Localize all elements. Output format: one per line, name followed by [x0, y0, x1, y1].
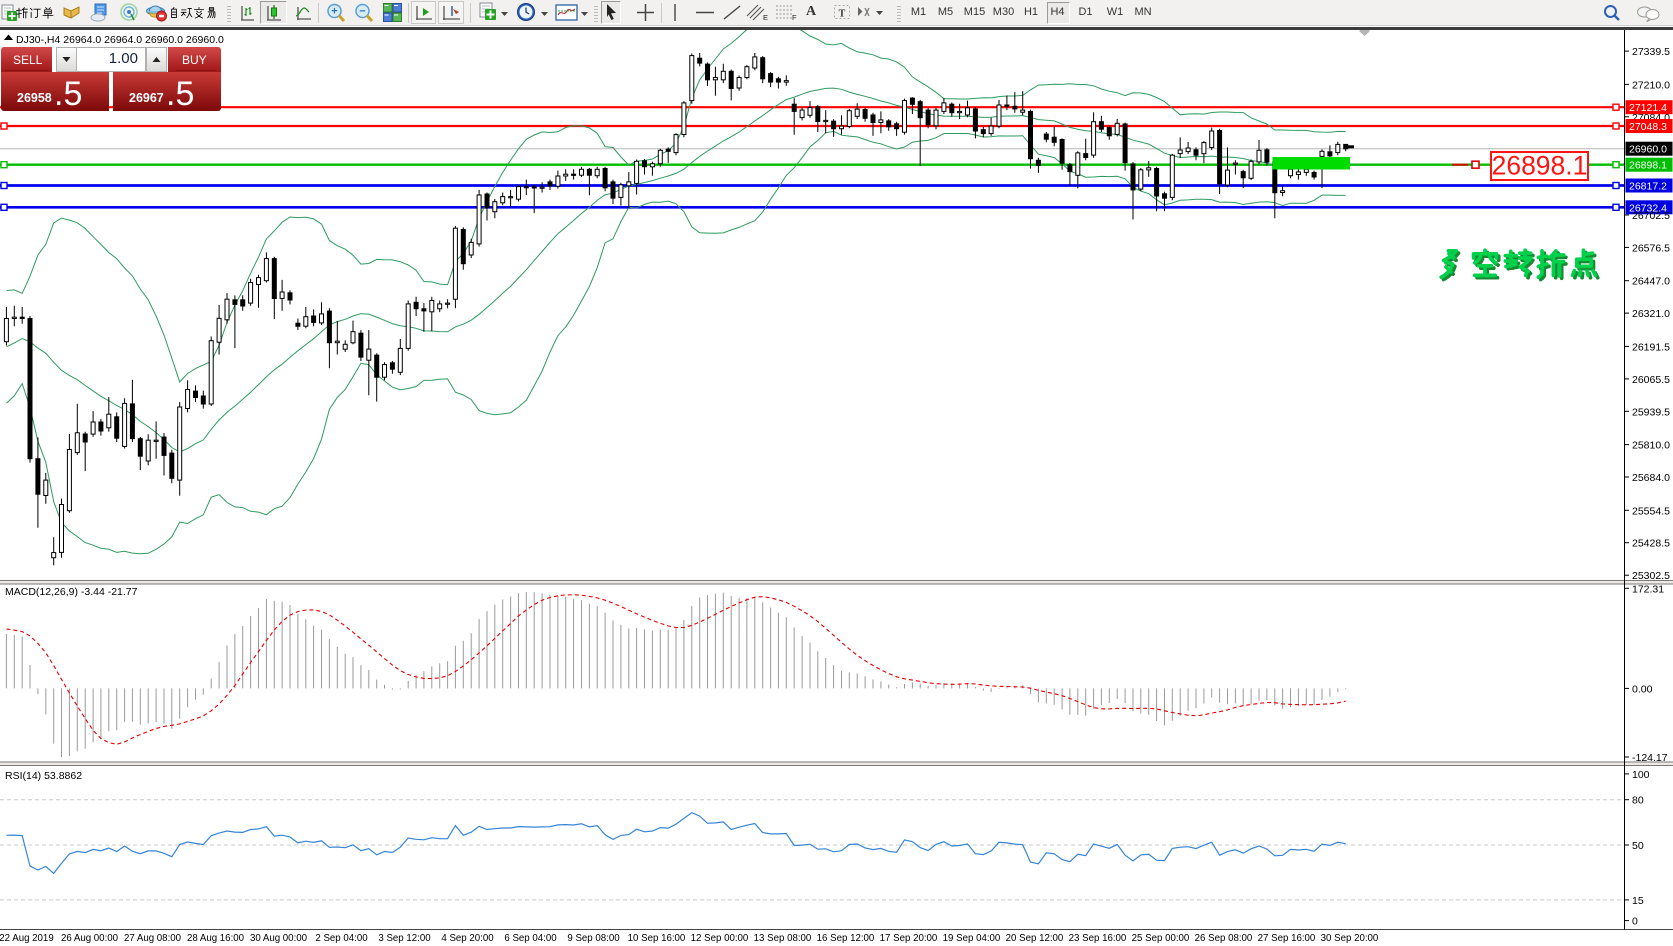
svg-text:26 Aug 00:00: 26 Aug 00:00: [61, 933, 119, 944]
svg-text:T: T: [839, 9, 846, 20]
svg-text:DJ30-,H4 26964.0 26964.0 2696: DJ30-,H4 26964.0 26964.0 26960.0 26960.0: [16, 34, 224, 46]
svg-text:27 Sep 16:00: 27 Sep 16:00: [1258, 933, 1316, 944]
svg-text:26732.4: 26732.4: [1629, 202, 1667, 214]
svg-text:26817.2: 26817.2: [1629, 181, 1667, 193]
svg-text:25554.5: 25554.5: [1632, 505, 1670, 517]
svg-text:50: 50: [1632, 840, 1644, 852]
svg-text:22 Aug 2019: 22 Aug 2019: [0, 933, 54, 944]
svg-text:0: 0: [1632, 916, 1638, 928]
svg-text:27210.0: 27210.0: [1632, 79, 1670, 91]
svg-text:26065.5: 26065.5: [1632, 374, 1670, 386]
svg-text:26191.5: 26191.5: [1632, 341, 1670, 353]
svg-text:100: 100: [1632, 769, 1650, 781]
svg-text:16 Sep 12:00: 16 Sep 12:00: [817, 933, 875, 944]
svg-text:19 Sep 04:00: 19 Sep 04:00: [943, 933, 1001, 944]
svg-text:30 Aug 00:00: 30 Aug 00:00: [250, 933, 308, 944]
svg-text:25 Sep 00:00: 25 Sep 00:00: [1132, 933, 1190, 944]
svg-text:20 Sep 12:00: 20 Sep 12:00: [1006, 933, 1064, 944]
svg-text:80: 80: [1632, 795, 1644, 807]
svg-text:12 Sep 00:00: 12 Sep 00:00: [691, 933, 749, 944]
svg-text:27339.5: 27339.5: [1632, 46, 1670, 58]
svg-text:27121.4: 27121.4: [1629, 102, 1667, 114]
svg-text:9 Sep 08:00: 9 Sep 08:00: [567, 933, 620, 944]
svg-text:26960.0: 26960.0: [1629, 144, 1667, 156]
svg-text:13 Sep 08:00: 13 Sep 08:00: [754, 933, 812, 944]
svg-text:25684.0: 25684.0: [1632, 472, 1670, 484]
svg-text:17 Sep 20:00: 17 Sep 20:00: [880, 933, 938, 944]
svg-text:2 Sep 04:00: 2 Sep 04:00: [315, 933, 368, 944]
svg-text:26898.1: 26898.1: [1492, 151, 1588, 181]
svg-text:26 Sep 08:00: 26 Sep 08:00: [1195, 933, 1253, 944]
svg-text:25302.5: 25302.5: [1632, 570, 1670, 582]
svg-text:−: −: [359, 6, 365, 18]
svg-text:23 Sep 16:00: 23 Sep 16:00: [1069, 933, 1127, 944]
svg-text:-124.17: -124.17: [1632, 752, 1668, 764]
svg-text:172.31: 172.31: [1632, 583, 1664, 595]
svg-text:25939.5: 25939.5: [1632, 406, 1670, 418]
svg-text:RSI(14) 53.8862: RSI(14) 53.8862: [5, 770, 82, 782]
svg-text:26447.0: 26447.0: [1632, 276, 1670, 288]
svg-text:27 Aug 08:00: 27 Aug 08:00: [124, 933, 182, 944]
svg-text:10 Sep 16:00: 10 Sep 16:00: [628, 933, 686, 944]
svg-text:MACD(12,26,9) -3.44 -21.77: MACD(12,26,9) -3.44 -21.77: [5, 586, 138, 598]
svg-text:15: 15: [1632, 895, 1644, 907]
svg-text:28 Aug 16:00: 28 Aug 16:00: [187, 933, 245, 944]
svg-text:26321.0: 26321.0: [1632, 308, 1670, 320]
svg-text:25428.5: 25428.5: [1632, 538, 1670, 550]
svg-text:0.00: 0.00: [1632, 683, 1653, 695]
svg-text:26576.5: 26576.5: [1632, 242, 1670, 254]
svg-text:27048.3: 27048.3: [1629, 121, 1667, 133]
svg-text:30 Sep 20:00: 30 Sep 20:00: [1321, 933, 1379, 944]
svg-text:6 Sep 04:00: 6 Sep 04:00: [504, 933, 557, 944]
svg-text:F: F: [792, 13, 797, 22]
svg-text:3 Sep 12:00: 3 Sep 12:00: [378, 933, 431, 944]
svg-text:26898.1: 26898.1: [1629, 160, 1667, 172]
svg-text:E: E: [763, 13, 768, 22]
svg-text:26702.5: 26702.5: [1632, 210, 1670, 222]
svg-text:25810.0: 25810.0: [1632, 440, 1670, 452]
svg-text:4 Sep 20:00: 4 Sep 20:00: [441, 933, 494, 944]
svg-text:+: +: [331, 6, 337, 18]
